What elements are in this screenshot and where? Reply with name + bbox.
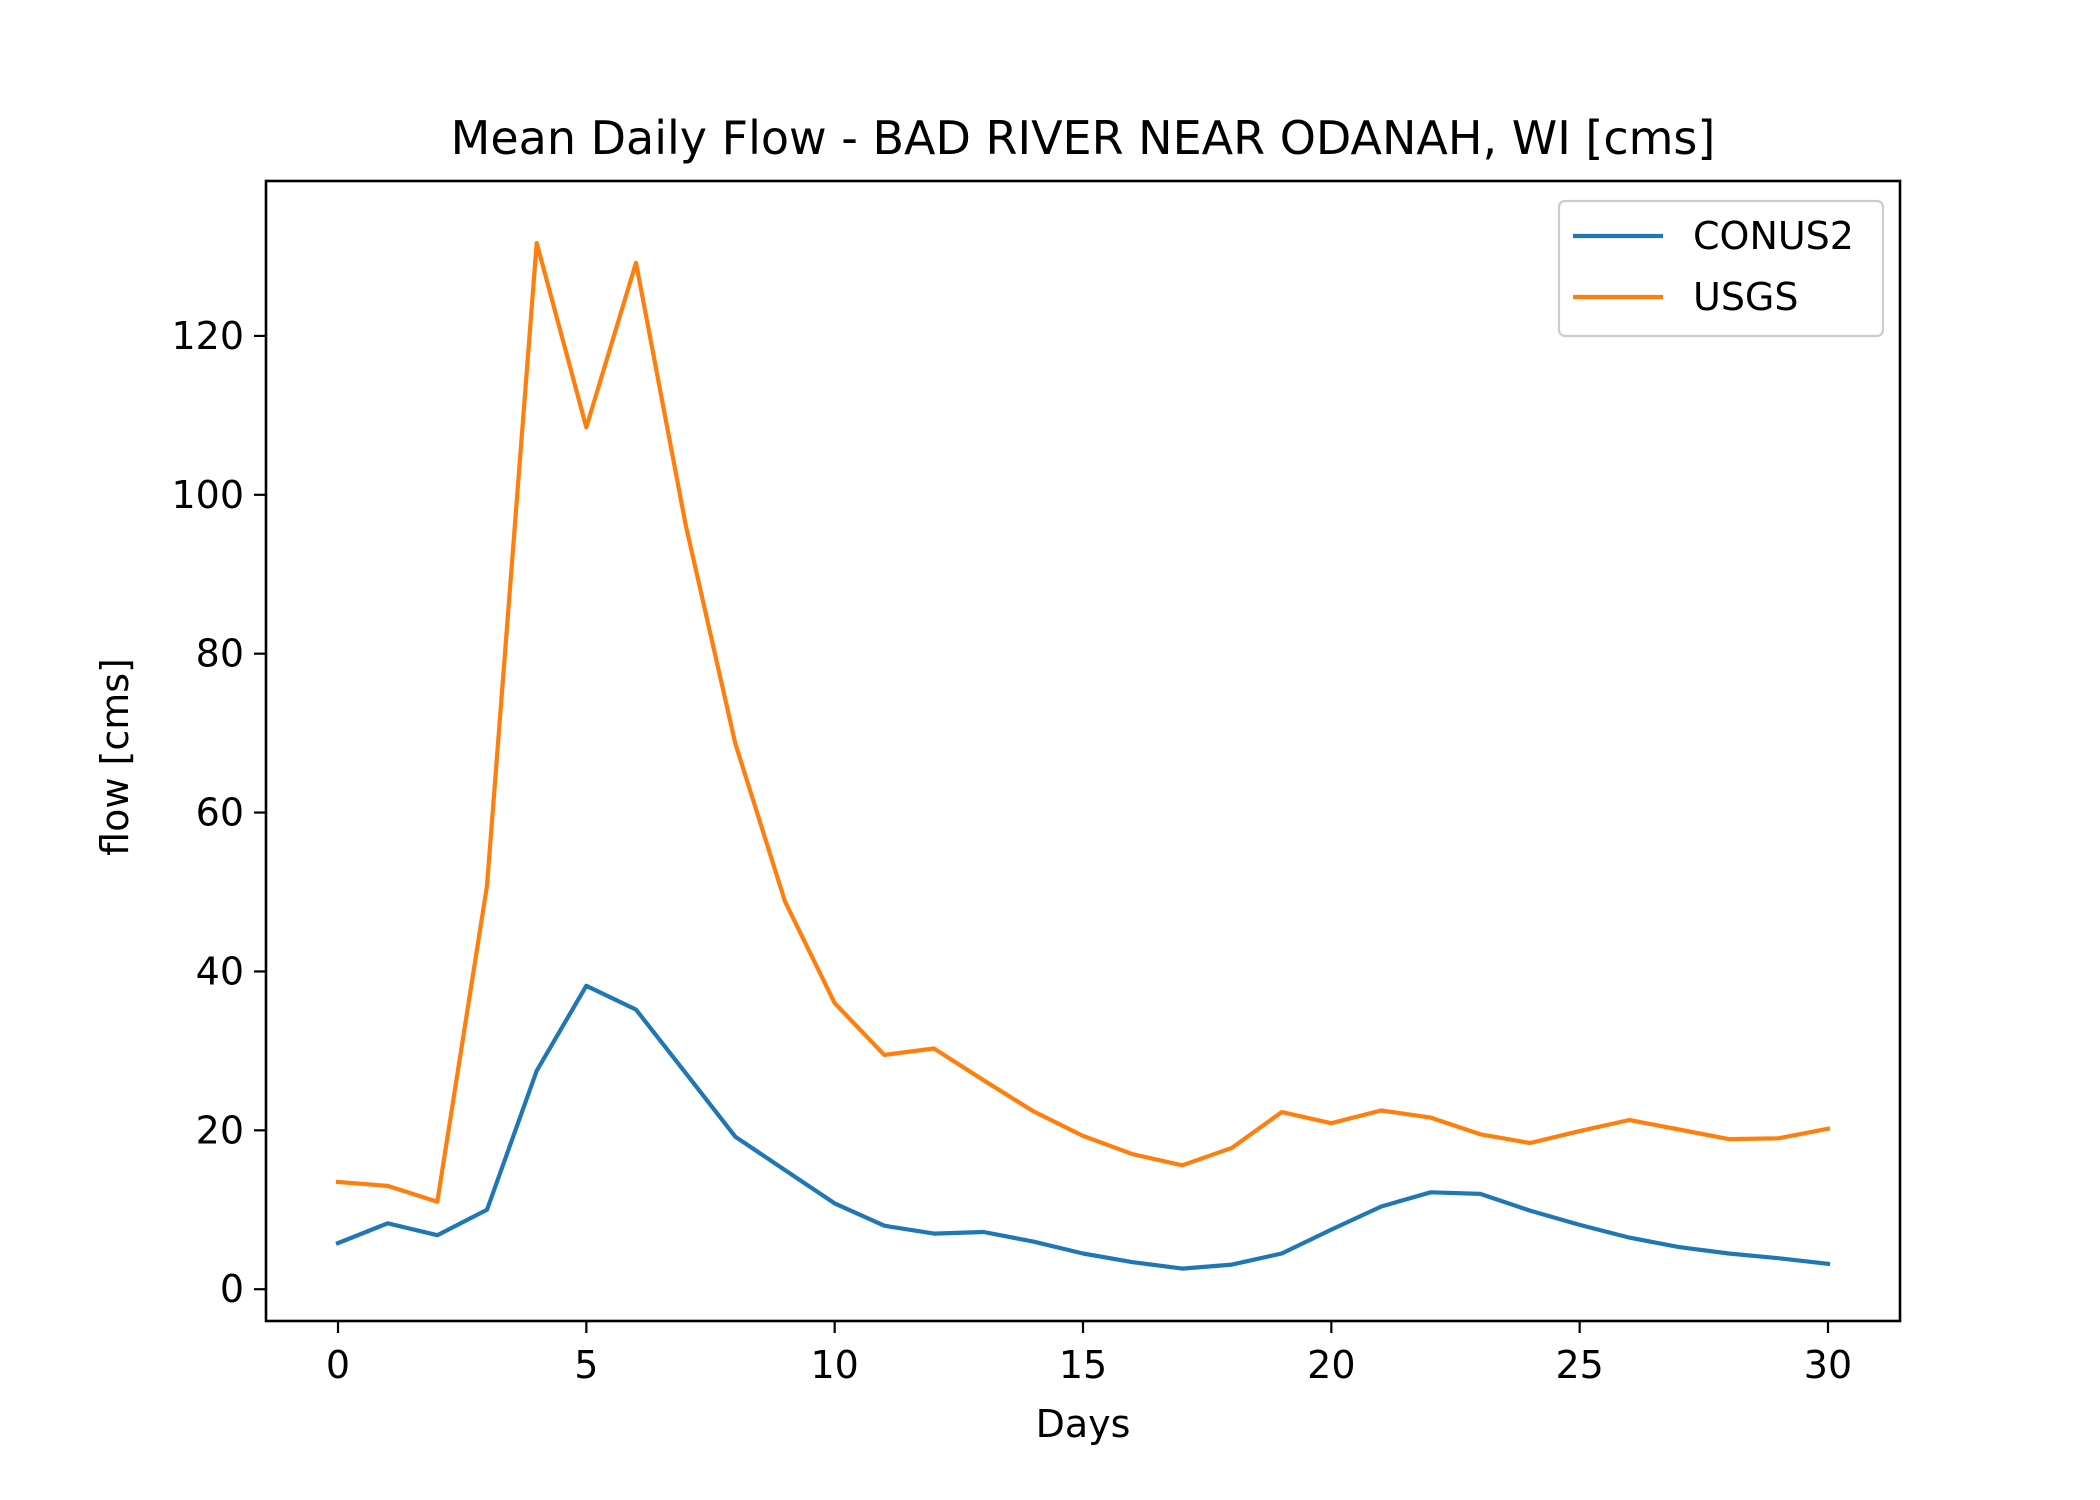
- y-tick-label: 100: [171, 473, 244, 517]
- x-ticks: 0 5 10 15 20 25 30: [326, 1321, 1852, 1387]
- y-ticks: 0 20 40 60 80 100 120: [171, 314, 266, 1311]
- y-axis-label: flow [cms]: [93, 658, 137, 856]
- y-tick-label: 0: [220, 1267, 244, 1311]
- y-tick-label: 40: [196, 949, 244, 993]
- legend-label: CONUS2: [1693, 214, 1854, 258]
- y-tick-label: 120: [171, 314, 244, 358]
- x-tick-label: 10: [810, 1343, 858, 1387]
- y-tick-label: 60: [196, 791, 244, 835]
- chart-title: Mean Daily Flow - BAD RIVER NEAR ODANAH,…: [451, 111, 1716, 165]
- y-tick-label: 20: [196, 1108, 244, 1152]
- x-tick-label: 30: [1804, 1343, 1852, 1387]
- x-axis-label: Days: [1036, 1402, 1131, 1446]
- series-line-usgs: [335, 240, 1831, 1204]
- plot-frame: [264, 179, 1902, 1323]
- legend: CONUS2 USGS: [1557, 199, 1885, 338]
- x-tick-label: 25: [1555, 1343, 1603, 1387]
- x-tick-label: 20: [1307, 1343, 1355, 1387]
- plot-lines: [335, 240, 1831, 1271]
- x-tick-label: 5: [574, 1343, 598, 1387]
- x-tick-label: 15: [1059, 1343, 1107, 1387]
- legend-label: USGS: [1693, 275, 1799, 319]
- x-tick-label: 0: [326, 1343, 350, 1387]
- y-tick-label: 80: [196, 632, 244, 676]
- series-line-conus2: [335, 983, 1831, 1271]
